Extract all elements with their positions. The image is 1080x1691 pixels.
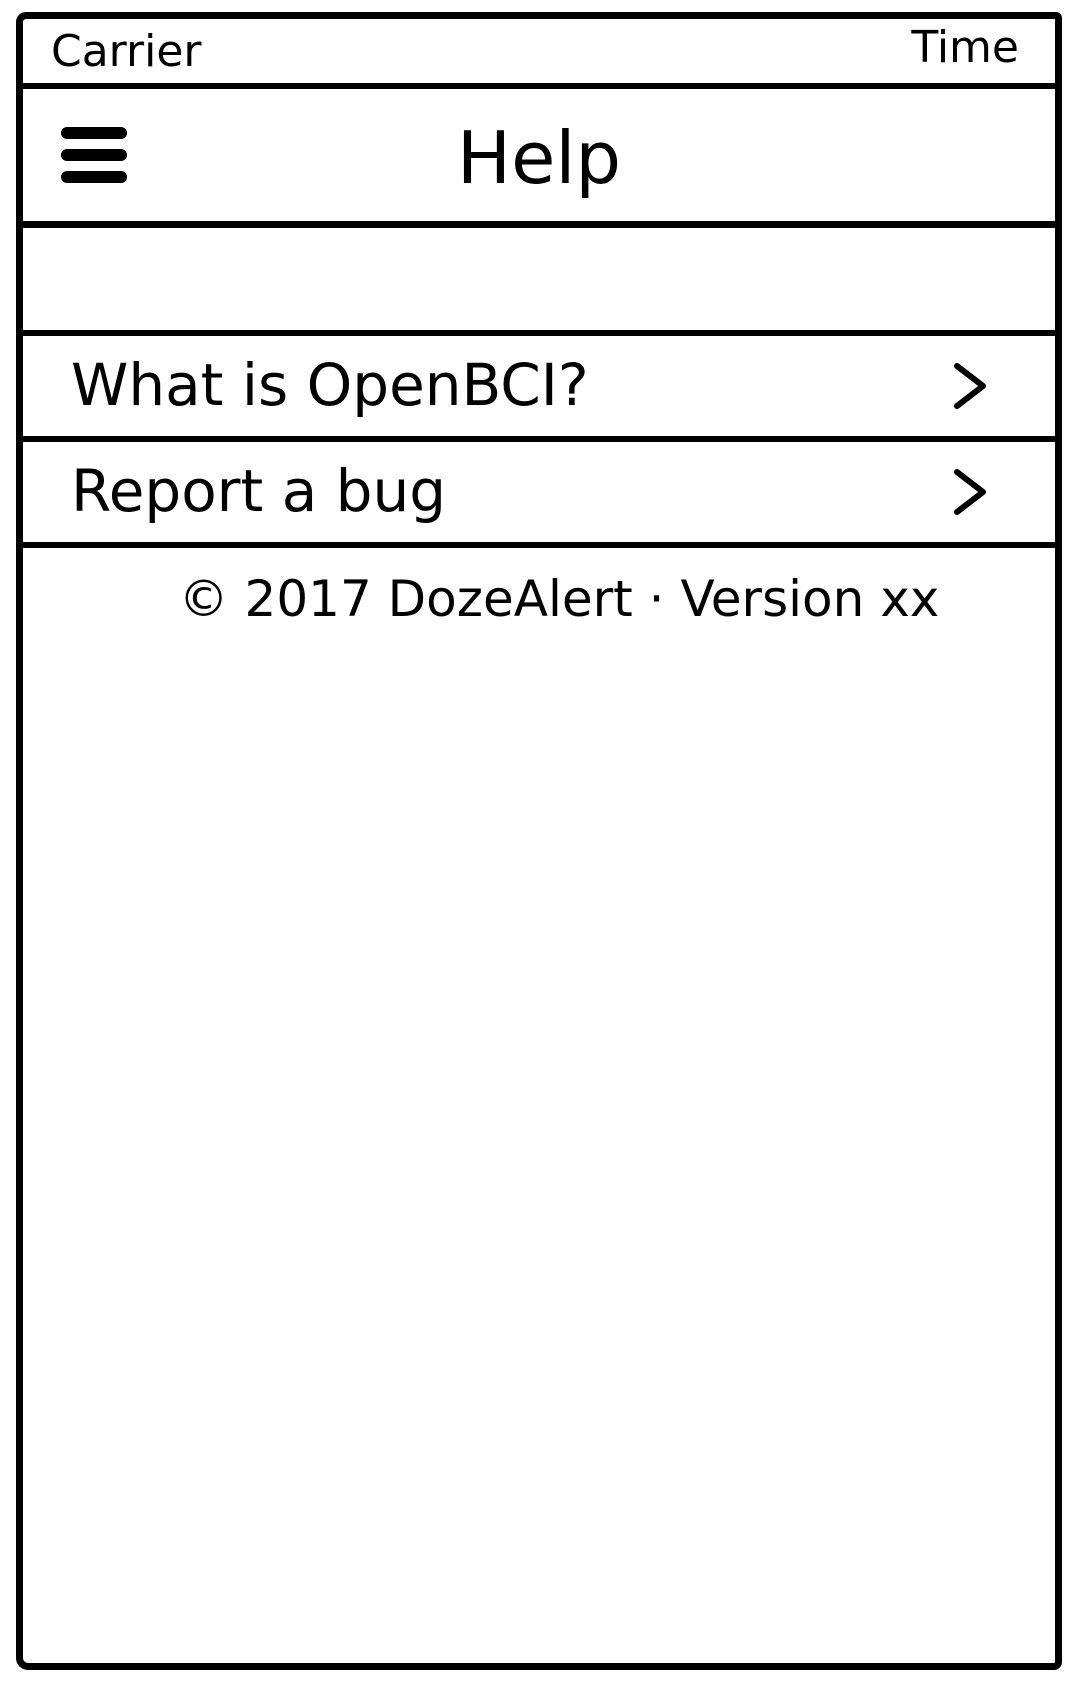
menu-line [61,149,127,161]
list-item-report-a-bug[interactable]: Report a bug [23,442,1055,548]
phone-frame: Carrier Time Help What is OpenBCI? Repor… [16,12,1062,1670]
status-bar: Carrier Time [23,19,1055,89]
list-item-what-is-openbci[interactable]: What is OpenBCI? [23,336,1055,442]
copyright-version-text: © 2017 DozeAlert · Version xx [178,570,940,628]
carrier-label: Carrier [51,26,202,77]
nav-bar: Help [23,89,1055,228]
list-item-label: What is OpenBCI? [71,351,589,419]
blank-header-area [23,228,1055,336]
list-item-label: Report a bug [71,457,447,525]
page-title: Help [456,116,622,200]
hamburger-menu-icon[interactable] [61,127,127,183]
chevron-right-icon [954,363,986,409]
time-label: Time [911,22,1019,73]
menu-line [61,127,127,139]
chevron-right-icon [954,469,986,515]
menu-line [61,171,127,183]
